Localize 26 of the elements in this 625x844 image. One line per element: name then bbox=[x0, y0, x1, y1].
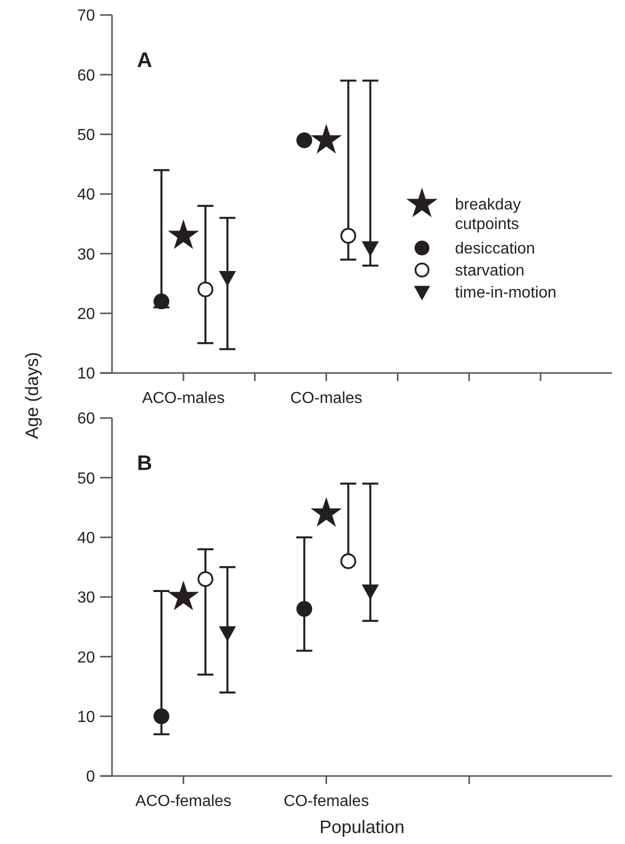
x-tick-label: CO-males bbox=[290, 390, 362, 407]
y-tick-label: 10 bbox=[77, 708, 96, 726]
legend-label: starvation bbox=[455, 262, 524, 280]
legend-label: desiccation bbox=[455, 240, 536, 258]
y-tick-label: 60 bbox=[77, 67, 96, 84]
y-tick-label: 0 bbox=[86, 768, 96, 786]
y-tick-label: 50 bbox=[77, 126, 96, 144]
y-tick-label: 20 bbox=[77, 306, 96, 323]
y-tick-label: 30 bbox=[77, 246, 96, 264]
y-tick-label: 20 bbox=[77, 649, 96, 666]
text: B bbox=[137, 452, 152, 475]
text: A bbox=[137, 49, 152, 72]
y-tick-label: 10 bbox=[77, 366, 96, 383]
legend-label: time-in-motion bbox=[455, 284, 556, 302]
y-tick-label: 40 bbox=[77, 530, 96, 547]
y-tick-label: 30 bbox=[77, 590, 96, 607]
x-tick-label: ACO-males bbox=[142, 390, 225, 407]
y-tick-label: 60 bbox=[77, 410, 96, 428]
y-tick-label: 40 bbox=[77, 186, 96, 204]
legend-label: breakday cutpoints bbox=[455, 196, 521, 233]
x-tick-label: ACO-females bbox=[135, 793, 232, 810]
x-tick-label: CO-females bbox=[284, 793, 369, 810]
y-tick-label: 50 bbox=[77, 470, 96, 488]
y-axis-title: Age (days) bbox=[22, 352, 42, 440]
y-tick-label: 70 bbox=[77, 8, 96, 25]
x-axis-title: Population bbox=[319, 817, 405, 837]
